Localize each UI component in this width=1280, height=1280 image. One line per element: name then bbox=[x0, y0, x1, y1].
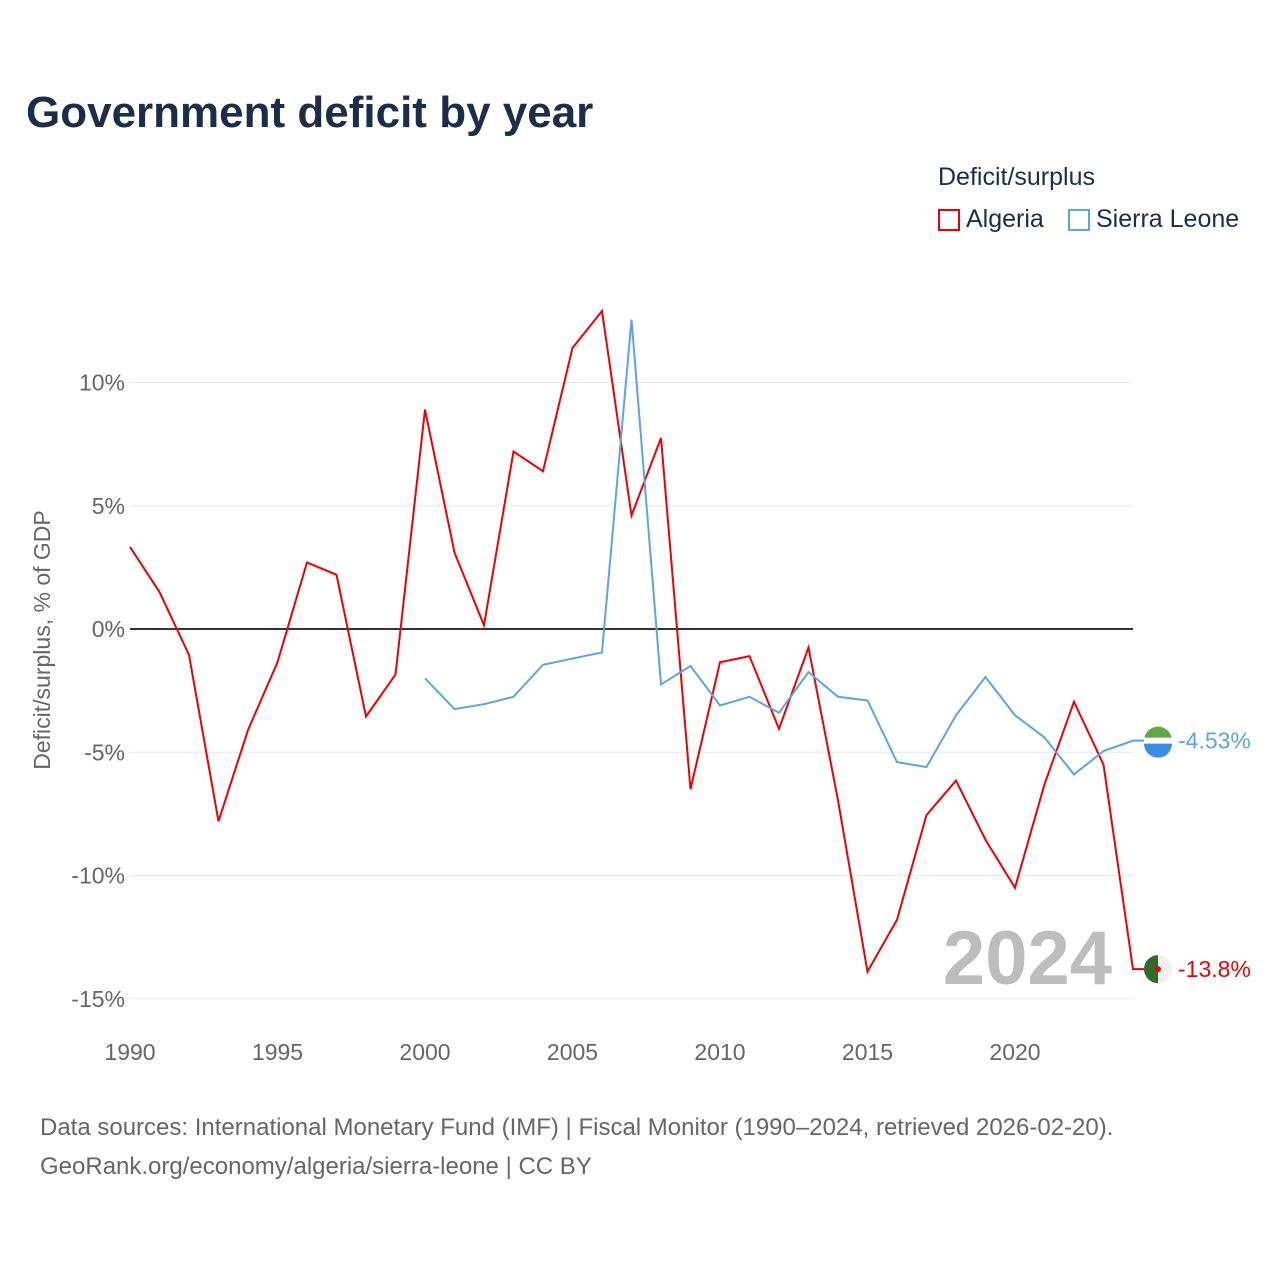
legend-label: Algeria bbox=[966, 205, 1044, 233]
legend-label: Sierra Leone bbox=[1096, 205, 1240, 233]
x-tick-label: 2010 bbox=[694, 1039, 745, 1065]
legend-item-algeria[interactable]: Algeria bbox=[938, 205, 1044, 234]
y-axis-label: Deficit/surplus, % of GDP bbox=[29, 510, 55, 769]
legend-title: Deficit/surplus bbox=[938, 163, 1095, 191]
legend-item-sierra-leone[interactable]: Sierra Leone bbox=[1068, 205, 1239, 234]
flag-icon-stripe bbox=[1144, 743, 1172, 758]
y-tick-label: 5% bbox=[92, 493, 125, 519]
y-tick-label: -15% bbox=[71, 986, 125, 1012]
flag-icon-algeria bbox=[1144, 955, 1158, 984]
end-value-label: -4.53% bbox=[1178, 728, 1251, 754]
y-tick-label: 10% bbox=[79, 370, 125, 396]
x-tick-label: 1990 bbox=[104, 1039, 155, 1065]
series-line-sierra-leone bbox=[424, 319, 1158, 776]
y-tick-label: 0% bbox=[92, 616, 125, 642]
flag-icon-crescent bbox=[1155, 966, 1161, 973]
source-line: Data sources: International Monetary Fun… bbox=[40, 1114, 1114, 1141]
source-link[interactable]: GeoRank.org/economy/algeria/sierra-leone… bbox=[40, 1153, 592, 1180]
flag-icon-stripe bbox=[1144, 737, 1172, 744]
y-tick-label: -5% bbox=[84, 739, 125, 765]
x-tick-label: 1995 bbox=[252, 1039, 303, 1065]
y-tick-label: -10% bbox=[71, 863, 125, 889]
flag-icon-sierra-leone bbox=[1144, 726, 1172, 741]
year-watermark: 2024 bbox=[943, 916, 1112, 1001]
flag-icon-algeria-white bbox=[1158, 955, 1172, 984]
series-line-algeria bbox=[129, 308, 1158, 975]
end-value-label: -13.8% bbox=[1178, 956, 1251, 982]
x-tick-label: 2015 bbox=[842, 1039, 893, 1065]
legend-swatch-algeria bbox=[938, 208, 960, 231]
chart-title: Government deficit by year bbox=[26, 88, 594, 137]
x-tick-label: 2000 bbox=[399, 1039, 450, 1065]
legend-swatch-sierra-leone bbox=[1068, 208, 1090, 231]
x-tick-label: 2005 bbox=[547, 1039, 598, 1065]
x-tick-label: 2020 bbox=[989, 1039, 1040, 1065]
source-note: Data sources: International Monetary Fun… bbox=[40, 1108, 1113, 1186]
